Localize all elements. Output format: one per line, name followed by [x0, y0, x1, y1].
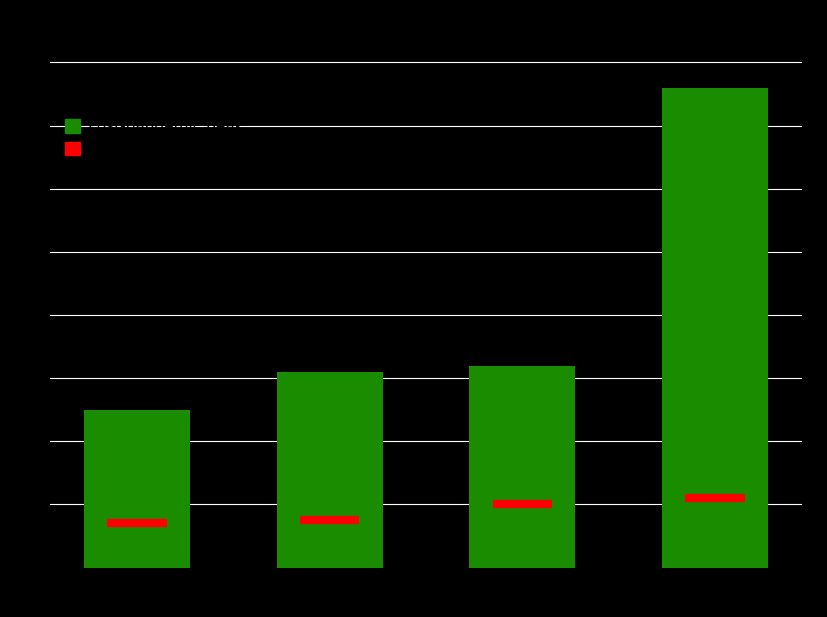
Legend: Post-pandemic peak, Current: Post-pandemic peak, Current	[65, 119, 243, 157]
Bar	[84, 410, 190, 568]
Bar	[276, 372, 383, 568]
Bar	[469, 365, 576, 568]
Bar	[662, 88, 768, 568]
